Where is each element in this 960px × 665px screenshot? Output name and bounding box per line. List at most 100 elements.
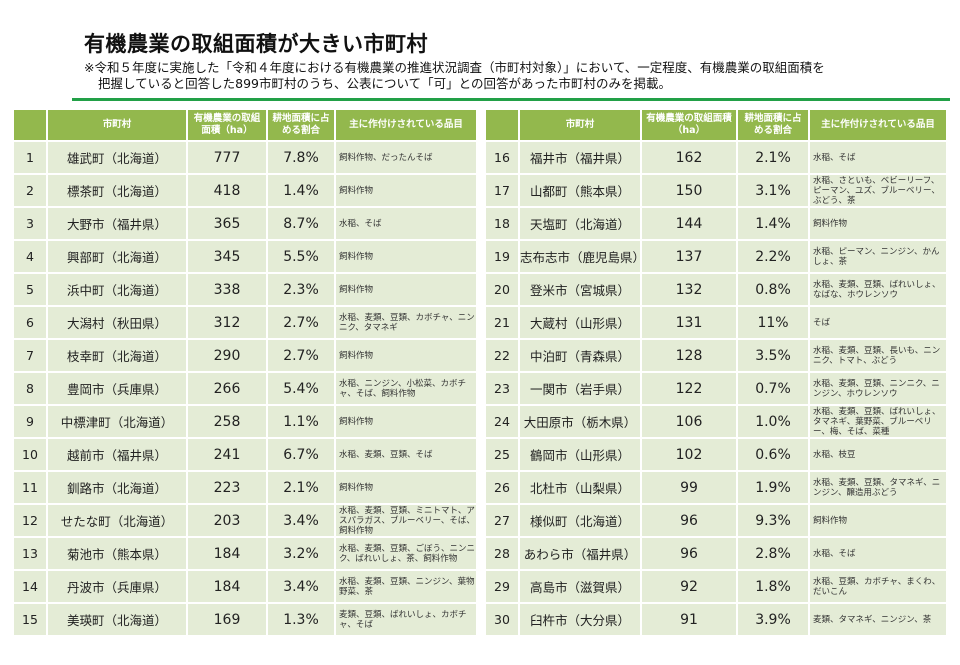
table-row: 19 志布志市（鹿児島県） 137 2.2% 水稲、ピーマン、ニンジン、かんしょ、茶 (486, 241, 946, 272)
main-crops-cell: 水稲、麦類、豆類、長いも、ニンニク、トマト、ぶどう (810, 340, 946, 371)
main-crops-cell: 水稲、ニンジン、小松菜、カボチャ、そば、飼料作物 (336, 373, 476, 404)
table-row: 1 雄武町（北海道） 777 7.8% 飼料作物、だったんそば (14, 142, 476, 173)
main-crops-cell: 飼料作物 (336, 340, 476, 371)
organic-area-cell: 91 (642, 604, 738, 635)
farmland-ratio-cell: 11% (738, 307, 810, 338)
municipality-cell: 様似町（北海道） (520, 505, 642, 536)
municipality-cell: 高島市（滋賀県） (520, 571, 642, 602)
rank-cell: 10 (14, 439, 48, 470)
municipality-cell: 越前市（福井県） (48, 439, 188, 470)
farmland-ratio-cell: 9.3% (738, 505, 810, 536)
table-row: 3 大野市（福井県） 365 8.7% 水稲、そば (14, 208, 476, 239)
municipality-cell: 興部町（北海道） (48, 241, 188, 272)
table-row: 2 標茶町（北海道） 418 1.4% 飼料作物 (14, 175, 476, 206)
organic-area-cell: 128 (642, 340, 738, 371)
main-crops-cell: 水稲、麦類、豆類、そば (336, 439, 476, 470)
rank-cell: 11 (14, 472, 48, 503)
organic-area-cell: 96 (642, 538, 738, 569)
organic-area-cell: 131 (642, 307, 738, 338)
organic-area-cell: 102 (642, 439, 738, 470)
table-row: 14 丹波市（兵庫県） 184 3.4% 水稲、麦類、豆類、ニンジン、葉物野菜、茶 (14, 571, 476, 602)
organic-area-cell: 144 (642, 208, 738, 239)
organic-area-cell: 777 (188, 142, 268, 173)
municipality-cell: 中標津町（北海道） (48, 406, 188, 437)
farmland-ratio-cell: 2.1% (738, 142, 810, 173)
rank-cell: 21 (486, 307, 520, 338)
table-row: 22 中泊町（青森県） 128 3.5% 水稲、麦類、豆類、長いも、ニンニク、トマト、ぶ… (486, 340, 946, 371)
table-row: 8 豊岡市（兵庫県） 266 5.4% 水稲、ニンジン、小松菜、カボチャ、そば、飼料作物 (14, 373, 476, 404)
rank-cell: 14 (14, 571, 48, 602)
header-farmland-ratio: 耕地面積に占める割合 (268, 110, 336, 140)
farmland-ratio-cell: 0.8% (738, 274, 810, 305)
farmland-ratio-cell: 7.8% (268, 142, 336, 173)
rank-cell: 4 (14, 241, 48, 272)
rank-cell: 22 (486, 340, 520, 371)
main-crops-cell: 飼料作物 (336, 175, 476, 206)
table-row: 17 山都町（熊本県） 150 3.1% 水稲、さといも、ベビーリーフ、ピーマン、ユズ、… (486, 175, 946, 206)
table-row: 26 北杜市（山梨県） 99 1.9% 水稲、麦類、豆類、タマネギ、ニンジン、醸造用ぶど… (486, 472, 946, 503)
farmland-ratio-cell: 0.7% (738, 373, 810, 404)
farmland-ratio-cell: 1.9% (738, 472, 810, 503)
organic-area-cell: 92 (642, 571, 738, 602)
main-crops-cell: 飼料作物 (810, 505, 946, 536)
main-crops-cell: 水稲、麦類、豆類、カボチャ、ニンニク、タマネギ (336, 307, 476, 338)
organic-area-cell: 345 (188, 241, 268, 272)
municipality-cell: 天塩町（北海道） (520, 208, 642, 239)
municipality-cell: せたな町（北海道） (48, 505, 188, 536)
farmland-ratio-cell: 5.5% (268, 241, 336, 272)
municipality-cell: あわら市（福井県） (520, 538, 642, 569)
rank-cell: 17 (486, 175, 520, 206)
organic-area-cell: 266 (188, 373, 268, 404)
municipality-cell: 雄武町（北海道） (48, 142, 188, 173)
rank-cell: 24 (486, 406, 520, 437)
organic-area-cell: 203 (188, 505, 268, 536)
rank-cell: 5 (14, 274, 48, 305)
farmland-ratio-cell: 2.7% (268, 307, 336, 338)
table-row: 28 あわら市（福井県） 96 2.8% 水稲、そば (486, 538, 946, 569)
municipality-cell: 菊池市（熊本県） (48, 538, 188, 569)
table-row: 30 臼杵市（大分県） 91 3.9% 麦類、タマネギ、ニンジン、茶 (486, 604, 946, 635)
farmland-ratio-cell: 3.5% (738, 340, 810, 371)
farmland-ratio-cell: 5.4% (268, 373, 336, 404)
organic-area-cell: 150 (642, 175, 738, 206)
organic-area-cell: 184 (188, 538, 268, 569)
rank-cell: 23 (486, 373, 520, 404)
farmland-ratio-cell: 1.3% (268, 604, 336, 635)
main-crops-cell: 水稲、豆類、カボチャ、まくわ、だいこん (810, 571, 946, 602)
organic-area-cell: 99 (642, 472, 738, 503)
table-row: 24 大田原市（栃木県） 106 1.0% 水稲、麦類、豆類、ばれいしょ、タマネギ、葉野… (486, 406, 946, 437)
organic-area-cell: 132 (642, 274, 738, 305)
farmland-ratio-cell: 1.1% (268, 406, 336, 437)
municipality-cell: 大潟村（秋田県） (48, 307, 188, 338)
ranking-table-right: 市町村 有機農業の取組面積（ha） 耕地面積に占める割合 主に作付けされている品… (486, 108, 946, 637)
organic-area-cell: 137 (642, 241, 738, 272)
main-crops-cell: 飼料作物 (336, 406, 476, 437)
farmland-ratio-cell: 2.1% (268, 472, 336, 503)
table-row: 9 中標津町（北海道） 258 1.1% 飼料作物 (14, 406, 476, 437)
farmland-ratio-cell: 3.4% (268, 505, 336, 536)
rank-cell: 2 (14, 175, 48, 206)
municipality-cell: 美瑛町（北海道） (48, 604, 188, 635)
organic-area-cell: 122 (642, 373, 738, 404)
farmland-ratio-cell: 2.7% (268, 340, 336, 371)
main-crops-cell: 水稲、麦類、豆類、ニンジン、葉物野菜、茶 (336, 571, 476, 602)
rank-cell: 1 (14, 142, 48, 173)
farmland-ratio-cell: 3.2% (268, 538, 336, 569)
header-farmland-ratio: 耕地面積に占める割合 (738, 110, 810, 140)
farmland-ratio-cell: 1.8% (738, 571, 810, 602)
organic-area-cell: 223 (188, 472, 268, 503)
footnote-line-2: 把握していると回答した899市町村のうち、公表について「可」との回答があった市町… (98, 76, 671, 91)
rank-cell: 25 (486, 439, 520, 470)
rank-cell: 28 (486, 538, 520, 569)
main-crops-cell: 水稲、麦類、豆類、タマネギ、ニンジン、醸造用ぶどう (810, 472, 946, 503)
page-title: 有機農業の取組面積が大きい市町村 (84, 32, 428, 56)
main-crops-cell: 水稲、麦類、豆類、ニンニク、ニンジン、ホウレンソウ (810, 373, 946, 404)
header-rank (486, 110, 520, 140)
organic-area-cell: 184 (188, 571, 268, 602)
rank-cell: 18 (486, 208, 520, 239)
farmland-ratio-cell: 8.7% (268, 208, 336, 239)
municipality-cell: 鶴岡市（山形県） (520, 439, 642, 470)
main-crops-cell: 麦類、タマネギ、ニンジン、茶 (810, 604, 946, 635)
rank-cell: 12 (14, 505, 48, 536)
table-row: 23 一関市（岩手県） 122 0.7% 水稲、麦類、豆類、ニンニク、ニンジン、ホウレン… (486, 373, 946, 404)
